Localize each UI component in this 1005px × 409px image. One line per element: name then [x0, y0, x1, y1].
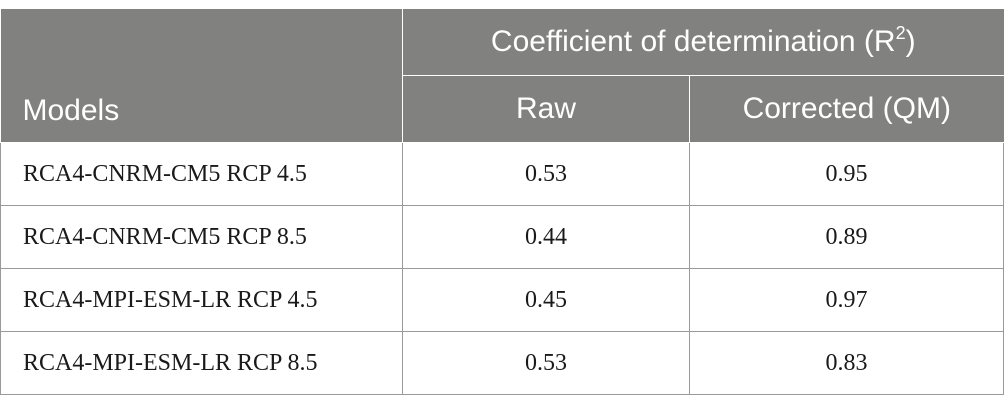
model-cell: RCA4-MPI-ESM-LR RCP 8.5 [0, 331, 403, 395]
model-cell: RCA4-CNRM-CM5 RCP 8.5 [0, 205, 403, 269]
table-row: RCA4-MPI-ESM-LR RCP 8.5 0.53 0.83 [0, 331, 1005, 395]
table-body: RCA4-CNRM-CM5 RCP 4.5 0.53 0.95 RCA4-CNR… [0, 142, 1005, 395]
model-cell: RCA4-CNRM-CM5 RCP 4.5 [0, 142, 403, 206]
coefficient-group-header: Coefficient of determination (R2) [401, 9, 1004, 76]
corrected-cell: 0.97 [688, 268, 1005, 332]
table-row: RCA4-CNRM-CM5 RCP 4.5 0.53 0.95 [0, 142, 1005, 206]
header-row-sub: Raw Corrected (QM) [1, 75, 1004, 143]
model-cell: RCA4-MPI-ESM-LR RCP 4.5 [0, 268, 403, 332]
raw-header: Raw [402, 75, 690, 143]
table-row: RCA4-CNRM-CM5 RCP 8.5 0.44 0.89 [0, 205, 1005, 269]
table-row: RCA4-MPI-ESM-LR RCP 4.5 0.45 0.97 [0, 268, 1005, 332]
corrected-cell: 0.89 [688, 205, 1005, 269]
models-header: Models [0, 9, 403, 143]
header-row-top: Models Coefficient of determination (R2) [0, 9, 1004, 143]
corrected-cell: 0.95 [688, 142, 1005, 206]
raw-cell: 0.45 [402, 268, 690, 332]
table-header: Models Coefficient of determination (R2)… [0, 9, 1004, 143]
raw-cell: 0.53 [402, 331, 690, 395]
group-label: Coefficient of determination (R [490, 25, 896, 58]
raw-cell: 0.53 [402, 142, 690, 206]
results-table: Models Coefficient of determination (R2)… [0, 9, 1005, 395]
raw-cell: 0.44 [402, 205, 690, 269]
group-superscript: 2 [895, 23, 906, 43]
corrected-header: Corrected (QM) [688, 75, 1004, 143]
corrected-cell: 0.83 [688, 331, 1005, 395]
group-close: ) [905, 25, 916, 58]
